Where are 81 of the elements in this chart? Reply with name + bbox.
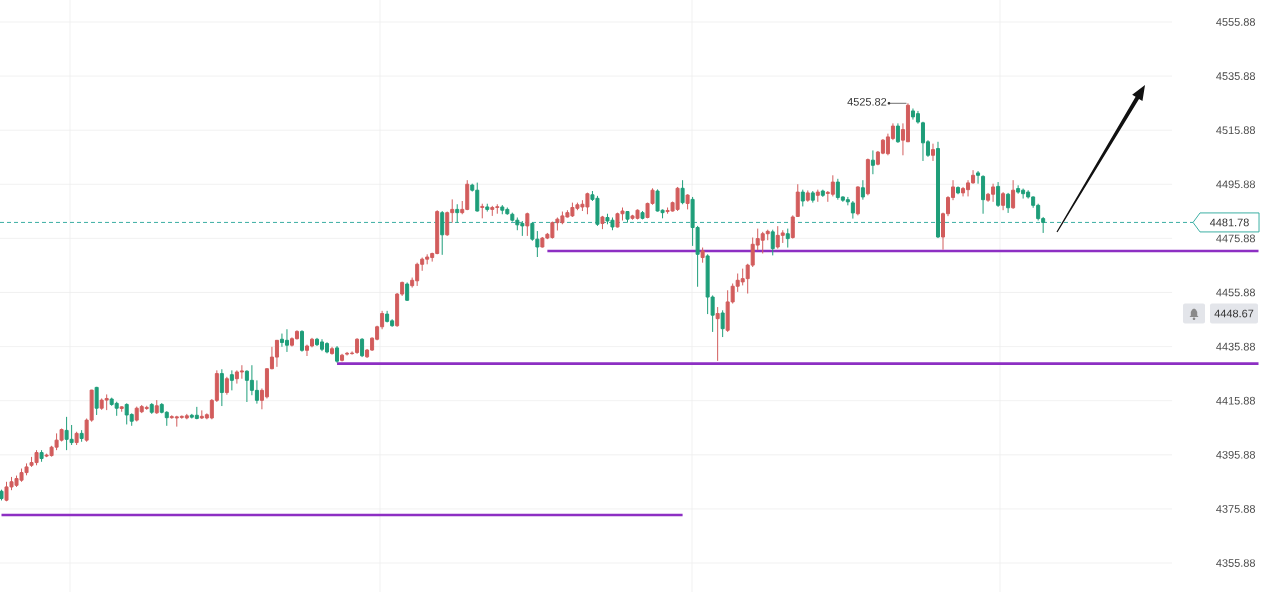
candlestick <box>685 193 690 210</box>
y-tick-label: 4495.88 <box>1216 180 1256 189</box>
candlestick <box>405 281 410 302</box>
candlestick <box>845 196 850 206</box>
candlestick <box>850 200 855 220</box>
annotation: 4525.82 <box>847 97 887 106</box>
candlestick <box>870 149 875 175</box>
candlestick <box>119 405 124 413</box>
y-tick-label: 4555.88 <box>1216 18 1256 26</box>
candlestick <box>239 364 244 380</box>
candlestick <box>340 353 345 362</box>
candlestick <box>1016 184 1021 195</box>
candlestick <box>455 203 460 224</box>
candlestick <box>715 306 720 362</box>
candlestick <box>1001 191 1006 211</box>
candlestick <box>700 247 705 264</box>
candlestick <box>440 210 445 256</box>
candlestick <box>315 337 320 347</box>
candlestick <box>800 189 805 207</box>
candlestick <box>79 429 84 443</box>
y-tick-label: 4455.88 <box>1216 288 1256 297</box>
candlestick <box>229 369 234 391</box>
candlestick <box>144 405 149 411</box>
candlestick <box>1006 192 1011 214</box>
candlestick <box>500 204 505 215</box>
candlestick <box>810 190 815 204</box>
candlestick <box>956 185 961 195</box>
candlestick <box>976 170 981 185</box>
candlestick <box>805 189 810 203</box>
y-tick-label: 4475.88 <box>1216 234 1256 243</box>
candlestick <box>39 449 44 463</box>
candlestick <box>865 158 870 196</box>
candlestick <box>720 309 725 338</box>
candlestick <box>930 143 935 162</box>
candlestick <box>224 376 229 396</box>
candlestick <box>299 329 304 353</box>
y-tick-label: 4435.88 <box>1216 342 1256 351</box>
candlestick <box>820 189 825 198</box>
candlestick <box>815 189 820 203</box>
candlestick <box>154 399 159 415</box>
annotation: 4448.67 <box>1214 309 1254 318</box>
candlestick <box>284 328 289 353</box>
candlestick <box>0 489 4 501</box>
candlestick <box>640 210 645 220</box>
candlestick <box>274 339 279 368</box>
candlestick <box>935 141 940 239</box>
candlestick <box>194 406 199 420</box>
candlestick <box>360 337 365 358</box>
candlestick <box>385 310 390 323</box>
candlestick <box>860 179 865 201</box>
y-tick-label: 4375.88 <box>1216 505 1256 513</box>
candlestick <box>184 413 189 420</box>
candlestick <box>770 229 775 256</box>
candlestick <box>330 346 335 356</box>
y-tick-label: 4395.88 <box>1216 450 1256 459</box>
y-tick-label: 4535.88 <box>1216 72 1256 80</box>
candlestick <box>981 174 986 215</box>
candlestick <box>149 402 154 415</box>
candlestick <box>485 203 490 213</box>
ref-line-label: 4481.78 <box>1209 218 1249 227</box>
candlestick <box>74 431 79 446</box>
candlestick <box>345 351 350 356</box>
candlestick <box>600 215 605 230</box>
candlestick <box>480 203 485 219</box>
y-tick-label: 4515.88 <box>1216 126 1256 135</box>
candlestick <box>114 401 119 417</box>
candlestick <box>625 210 630 224</box>
candlestick <box>1011 179 1016 210</box>
candlestick <box>219 368 224 407</box>
y-tick-label: 4355.88 <box>1216 559 1256 567</box>
candlestick <box>680 179 685 205</box>
candlestick <box>525 212 530 237</box>
candlestick <box>94 386 99 416</box>
candlestick <box>855 185 860 216</box>
candlestick <box>895 122 900 144</box>
candlestick <box>785 228 790 249</box>
y-tick-label: 4415.88 <box>1216 396 1256 405</box>
candlestick <box>490 205 495 217</box>
candlestick <box>104 393 109 411</box>
candlestick <box>996 181 1001 208</box>
candlestick <box>335 345 340 364</box>
